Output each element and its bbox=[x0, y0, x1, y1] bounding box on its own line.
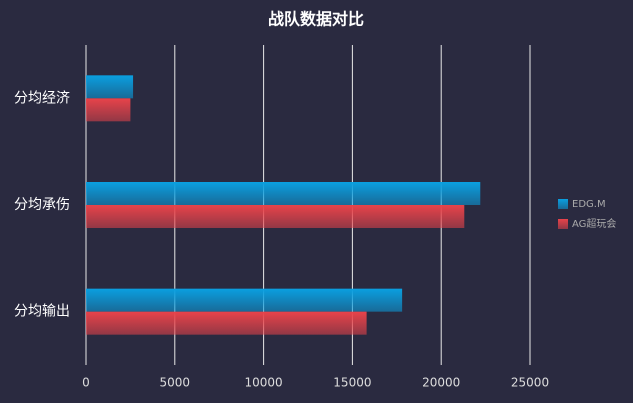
chart-title: 战队数据对比 bbox=[268, 10, 364, 29]
bar bbox=[86, 205, 465, 228]
y-tick-label: 分均经济 bbox=[14, 90, 70, 106]
x-tick-label: 0 bbox=[82, 376, 90, 390]
legend-label: EDG.M bbox=[572, 199, 606, 210]
bar bbox=[86, 98, 131, 122]
x-tick-label: 20000 bbox=[422, 376, 460, 390]
x-tick-label: 25000 bbox=[511, 376, 549, 390]
bar bbox=[86, 288, 403, 312]
y-tick-label: 分均承伤 bbox=[14, 197, 70, 213]
bar bbox=[86, 75, 134, 99]
legend-swatch bbox=[558, 199, 568, 209]
legend-swatch bbox=[558, 219, 568, 229]
bar bbox=[86, 311, 367, 335]
x-tick-label: 15000 bbox=[333, 376, 371, 390]
legend-label: AG超玩会 bbox=[572, 217, 616, 230]
x-tick-label: 5000 bbox=[160, 376, 191, 390]
bar bbox=[86, 182, 481, 205]
y-tick-label: 分均输出 bbox=[14, 304, 70, 320]
x-tick-label: 10000 bbox=[245, 376, 283, 390]
